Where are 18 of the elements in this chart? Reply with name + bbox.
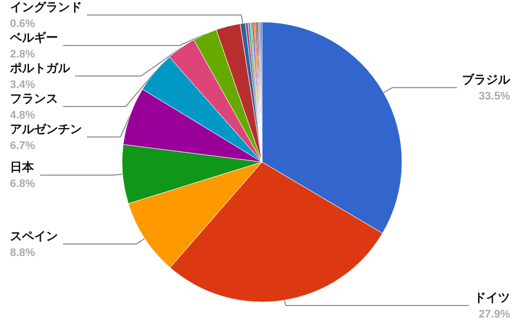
data-label: 4.8%: [10, 110, 36, 122]
data-label: 3.4%: [10, 79, 36, 91]
slice-label: ポルトガル: [9, 61, 71, 75]
slice-label: イングランド: [10, 0, 82, 14]
slice-label: ベルギー: [9, 30, 58, 44]
data-label: 0.6%: [10, 18, 36, 30]
data-label: 2.8%: [10, 48, 36, 60]
slice-label: アルゼンチン: [10, 122, 82, 136]
data-label: 6.7%: [10, 140, 36, 152]
data-label: 27.9%: [478, 308, 510, 320]
slice-label: 日本: [10, 160, 35, 174]
slice-label: ブラジル: [462, 72, 511, 87]
slice-label: フランス: [10, 92, 58, 106]
slice-label: スペイン: [10, 228, 58, 243]
data-label: 8.8%: [10, 246, 36, 259]
slice-label: ドイツ: [474, 290, 510, 304]
data-label: 6.8%: [10, 178, 36, 190]
data-label: 33.5%: [478, 90, 510, 103]
